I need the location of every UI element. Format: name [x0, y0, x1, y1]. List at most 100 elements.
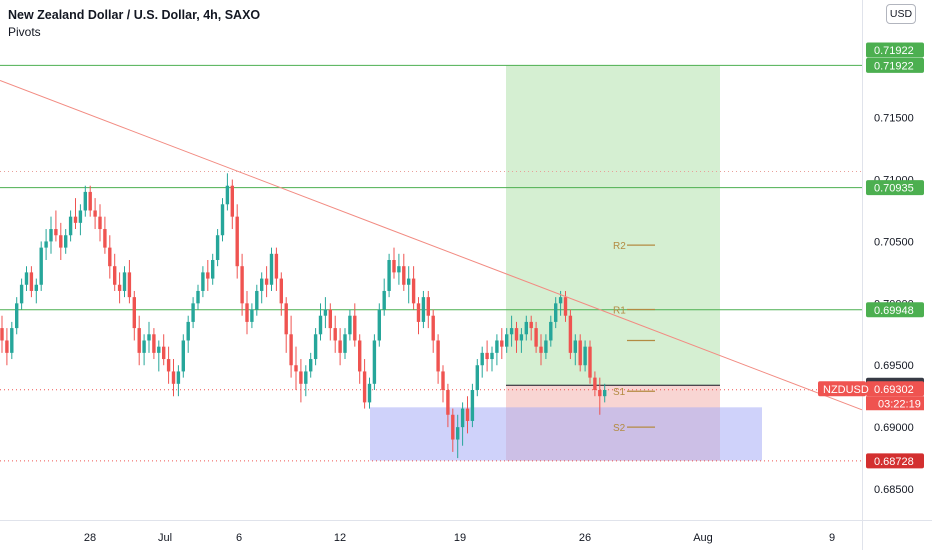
y-tick-label: 0.69500 [874, 360, 914, 372]
candle-body [250, 309, 254, 322]
candle-body [573, 340, 577, 353]
candle-body [343, 334, 347, 353]
candle-body [509, 328, 514, 335]
candle-body [44, 241, 48, 248]
price-label-text: 0.68728 [874, 456, 914, 468]
candle-body [490, 352, 494, 360]
candle-body [421, 297, 426, 322]
candle-body [588, 346, 592, 378]
candle-body [505, 334, 509, 347]
candle-body [568, 315, 573, 353]
x-tick-label: 12 [334, 532, 346, 544]
candle-body [279, 278, 283, 304]
candle-body [402, 266, 406, 285]
candle-body [113, 266, 117, 285]
symbol-tag-bg [818, 381, 866, 397]
candle-body [549, 321, 553, 341]
candle-body [431, 315, 435, 341]
pivot-label: R2 [613, 241, 626, 252]
candle-body [19, 284, 24, 304]
candle-body [544, 340, 548, 353]
candle-body [323, 309, 328, 316]
candle-body [583, 346, 587, 366]
candle-body [475, 365, 479, 390]
candle-body [157, 346, 161, 353]
candle-body [554, 303, 558, 322]
candle-body [294, 365, 298, 372]
candle-body [456, 427, 460, 440]
candle-body [215, 235, 220, 260]
candle-body [514, 328, 519, 341]
candle-body [451, 414, 455, 440]
candle-body [132, 297, 136, 329]
price-label-bg [866, 381, 924, 397]
pivot-label: R1 [613, 306, 626, 317]
candle-body [235, 216, 239, 267]
candle-body [534, 328, 538, 347]
candle-body [137, 328, 141, 353]
pivot-label: S1 [613, 387, 626, 398]
indicator-label[interactable]: Pivots [8, 25, 41, 39]
candle-body [83, 191, 87, 211]
candle-body [603, 390, 607, 397]
candle-body [152, 334, 156, 353]
y-tick-label: 0.70500 [874, 236, 914, 248]
candle-body [10, 328, 14, 353]
candle-body [392, 260, 396, 273]
candle-body [5, 340, 9, 353]
candle-body [186, 321, 190, 341]
candle-body [397, 266, 401, 273]
candle-body [117, 284, 122, 291]
candle-body [264, 278, 269, 285]
price-label-text: 0.71922 [874, 45, 914, 57]
candle-body [328, 309, 332, 329]
candle-body [289, 334, 293, 366]
candle-body [147, 334, 151, 341]
chart-title: New Zealand Dollar / U.S. Dollar, 4h, SA… [8, 8, 261, 22]
candle-body [181, 340, 185, 372]
candle-body [103, 229, 107, 248]
price-label-bg [866, 453, 924, 469]
x-tick-label: 19 [454, 532, 466, 544]
candle-body [372, 340, 377, 384]
candle-body [362, 371, 367, 403]
candle-body [348, 315, 352, 335]
candle-body [260, 278, 264, 291]
candle-body [563, 297, 568, 316]
candle-body [529, 321, 533, 329]
candle-body [24, 272, 29, 285]
candle-body [480, 352, 484, 366]
candle-body [465, 408, 470, 421]
candle-body [500, 340, 504, 347]
candle-body [49, 229, 53, 242]
candle-body [407, 278, 411, 285]
candle-body [304, 371, 308, 384]
candle-body [162, 346, 166, 360]
candle-body [142, 340, 146, 353]
candle-body [578, 340, 582, 366]
candle-body [441, 371, 445, 390]
candle-body [54, 229, 58, 236]
candle-body [318, 315, 323, 335]
candle-body [313, 334, 318, 360]
symbol-tag: NZDUSD [823, 384, 869, 396]
pivot-label: S2 [613, 423, 626, 434]
target-zone [506, 65, 720, 386]
demand-zone [370, 407, 762, 461]
candle-body [284, 303, 288, 335]
candle-body [78, 210, 83, 223]
candle-body [358, 340, 362, 372]
currency-button[interactable]: USD [886, 4, 916, 24]
price-label-text: 0.69948 [874, 305, 914, 317]
candle-body [446, 390, 450, 415]
x-tick-label: Aug [693, 532, 713, 544]
candle-body [166, 359, 171, 372]
candle-body [519, 334, 524, 341]
candle-body [220, 204, 225, 236]
y-tick-label: 0.71500 [874, 113, 914, 125]
price-label-bg [866, 42, 924, 58]
candle-body [88, 191, 92, 211]
candle-body [470, 390, 475, 421]
